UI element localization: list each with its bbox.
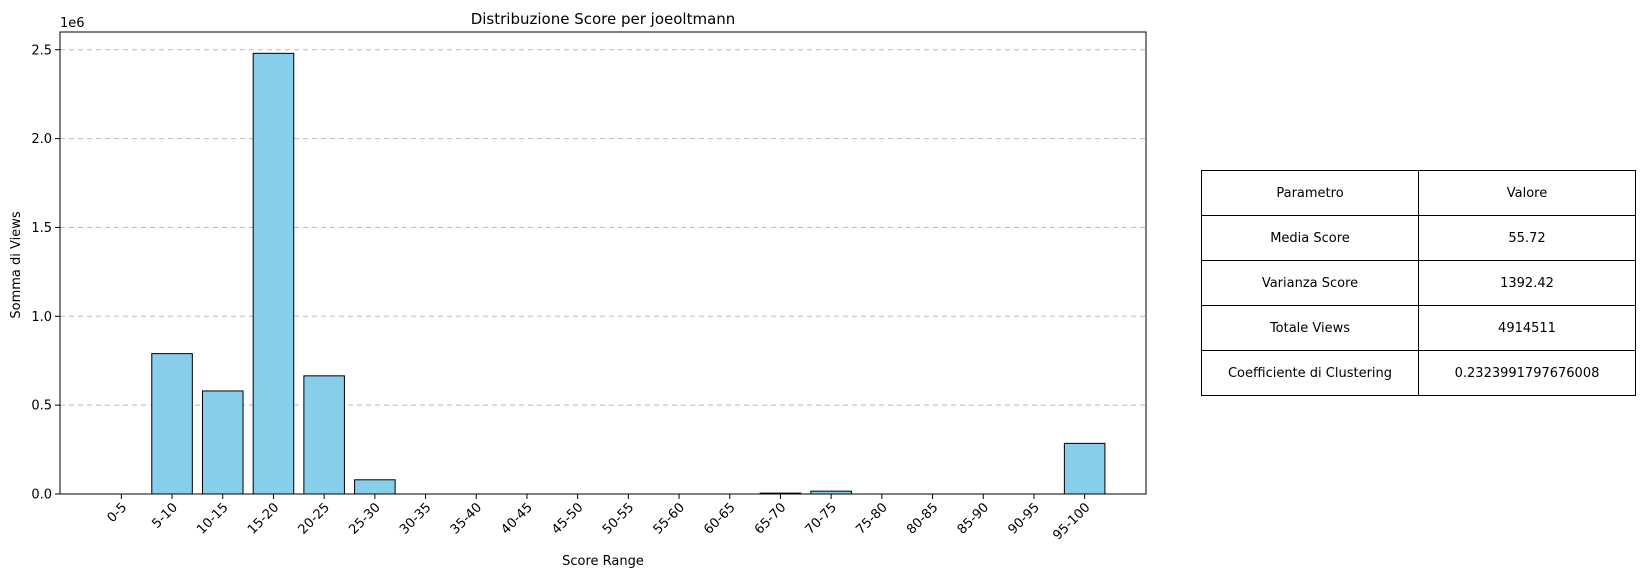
table-header-cell: Parametro [1201,170,1419,216]
y-tick-label: 1.0 [31,310,52,325]
bar [303,375,345,495]
table-cell-parameter: Media Score [1201,215,1419,261]
plot-frame [59,31,1147,495]
stats-table: Parametro Valore Media Score 55.72 Varia… [1201,170,1636,396]
x-axis-label: Score Range [562,554,644,569]
x-tick-label: 55-60 [651,500,688,537]
bar [354,479,396,495]
grid-lines [60,49,1146,406]
table-header-row: Parametro Valore [1201,170,1636,216]
table-cell-value: 1392.42 [1418,260,1636,306]
x-tick-label: 40-45 [498,500,535,537]
y-axis-label: Somma di Views [9,211,24,318]
table-row: Media Score 55.72 [1201,215,1636,261]
chart-title: Distribuzione Score per joeoltmann [471,10,736,28]
x-tick-label: 10-15 [194,500,231,537]
x-tick-label: 70-75 [803,500,840,537]
bar [201,390,244,495]
x-ticks: 0-5 5-10 10-15 15-20 20-25 25-30 30-35 35-40 40-… [105,494,1093,543]
x-tick-label: 25-30 [346,500,383,537]
bar [252,52,295,495]
x-tick-label: 35-40 [448,500,485,537]
y-tick-label: 0.5 [31,399,52,414]
x-tick-label: 15-20 [245,500,282,537]
x-tick-label: 45-50 [549,500,586,537]
x-tick-label: 80-85 [904,500,941,537]
x-tick-label: 50-55 [600,500,637,537]
table-cell-parameter: Varianza Score [1201,260,1419,306]
y-tick-label: 0.0 [31,488,52,503]
table-cell-value: 55.72 [1418,215,1636,261]
y-tick-label: 2.5 [31,43,52,58]
y-offset-label: 1e6 [60,16,85,31]
bar [151,353,193,495]
y-tick-label: 2.0 [31,132,52,147]
table-cell-value: 4914511 [1418,305,1636,351]
table-header-cell: Valore [1418,170,1636,216]
x-tick-label: 5-10 [149,500,180,531]
x-tick-label: 75-80 [853,500,890,537]
x-tick-label: 95-100 [1050,500,1093,543]
bar-chart: Distribuzione Score per joeoltmann 1e6 S… [9,10,1147,569]
x-tick-label: 85-90 [955,500,992,537]
x-tick-label: 65-70 [752,500,789,537]
x-tick-label: 90-95 [1005,500,1042,537]
x-tick-label: 0-5 [105,500,131,526]
table-row: Varianza Score 1392.42 [1201,260,1636,306]
table-cell-parameter: Totale Views [1201,305,1419,351]
table-cell-value: 0.2323991797676008 [1418,350,1636,396]
table-row: Coefficiente di Clustering 0.23239917976… [1201,350,1636,396]
bar [1063,442,1106,495]
y-tick-label: 1.5 [31,221,52,236]
table-cell-parameter: Coefficiente di Clustering [1201,350,1419,396]
x-tick-label: 60-65 [701,500,738,537]
x-tick-label: 30-35 [397,500,434,537]
x-tick-label: 20-25 [296,500,333,537]
table-row: Totale Views 4914511 [1201,305,1636,351]
bars [151,52,1106,495]
y-ticks: 0.0 0.5 1.0 1.5 2.0 2.5 [31,43,60,503]
